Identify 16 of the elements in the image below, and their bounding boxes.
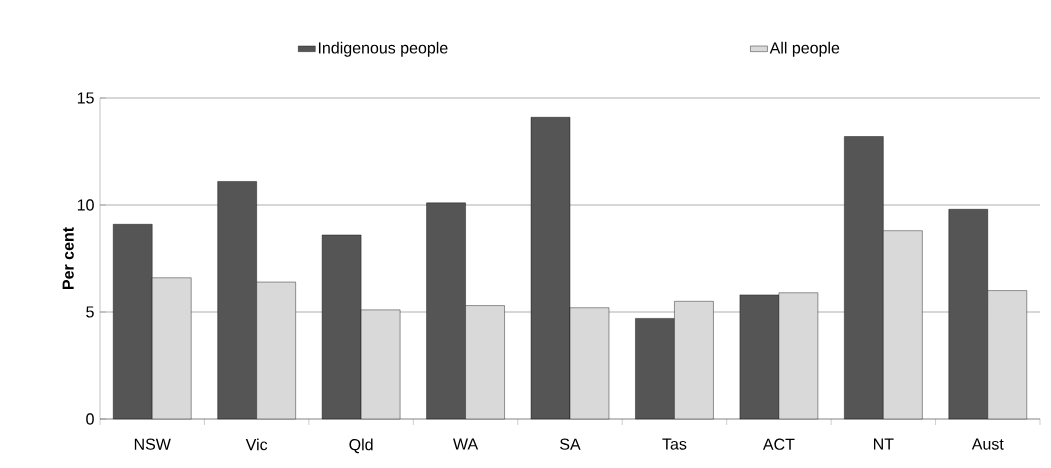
x-tick-label: Aust (971, 438, 1004, 450)
legend-label: Indigenous people (318, 41, 448, 57)
y-tick-label: 5 (86, 306, 94, 318)
y-tick-label: 10 (77, 199, 94, 211)
x-tick-label: NT (873, 438, 894, 450)
x-tick-label: NSW (134, 438, 171, 450)
legend-label: All people (769, 41, 840, 57)
y-axis-title: Per cent (62, 227, 74, 289)
x-tick-label: SA (560, 438, 581, 450)
x-tick-label: Tas (662, 438, 687, 450)
x-tick-label: WA (453, 438, 479, 450)
x-tick-label: Qld (349, 438, 373, 454)
x-tick-label: ACT (762, 438, 795, 450)
x-tick-label: Vic (245, 438, 268, 451)
y-tick-label: 0 (86, 413, 94, 425)
y-tick-label: 15 (77, 92, 94, 104)
